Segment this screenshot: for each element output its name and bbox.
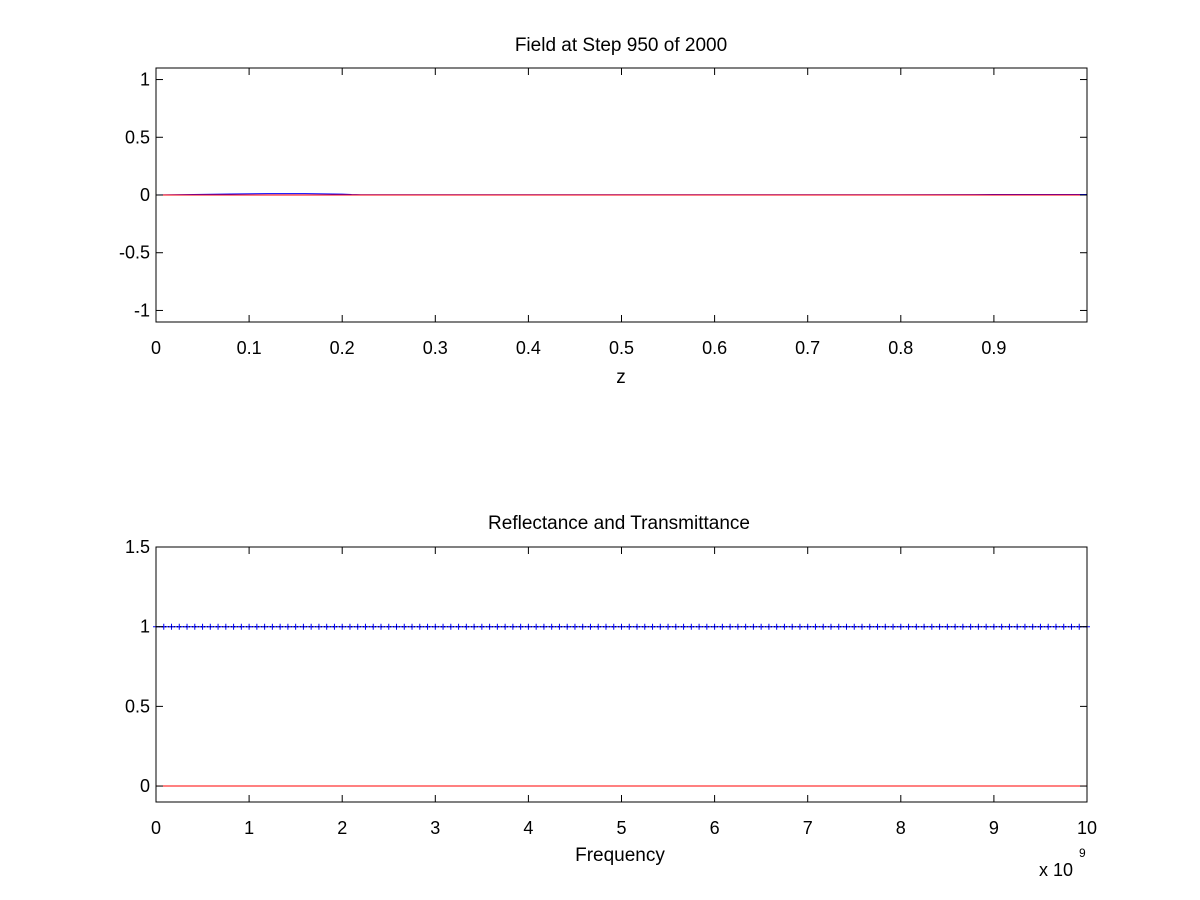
axes-box [155, 546, 1088, 803]
axis-ticks: 0 1 2 3 4 5 6 7 8 9 10 1.5 1 0.5 0 [125, 537, 1097, 838]
x-tick-label: 7 [803, 818, 813, 838]
plot-area [153, 623, 1090, 787]
y-tick-label: -1 [134, 300, 150, 320]
x-tick-label: 5 [616, 818, 626, 838]
x-axis-label: z [616, 367, 626, 388]
subplot-field: Field at Step 950 of 2000 0 0.1 0.2 0.3 0.4 0… [119, 35, 1088, 388]
x-tick-label: 0.5 [609, 338, 634, 358]
chart-title: Field at Step 950 of 2000 [515, 35, 727, 56]
subplot-reflectance: Reflectance and Transmittance 0 1 2 3 4 5 6 7 8 9… [125, 513, 1097, 880]
x-multiplier-base: x 10 [1039, 860, 1073, 880]
x-tick-label: 0.8 [888, 338, 913, 358]
x-tick-label: 0.7 [795, 338, 820, 358]
x-tick-label: 0.1 [237, 338, 262, 358]
x-tick-label: 10 [1077, 818, 1097, 838]
x-tick-label: 0 [151, 338, 161, 358]
x-tick-label: 0.2 [330, 338, 355, 358]
y-tick-label: 1.5 [125, 537, 150, 557]
x-tick-label: 6 [710, 818, 720, 838]
x-tick-label: 3 [430, 818, 440, 838]
x-axis-label: Frequency [575, 845, 665, 866]
x-tick-label: 8 [896, 818, 906, 838]
x-axis-multiplier: x 10 [1039, 860, 1073, 880]
y-tick-label: 1 [140, 617, 150, 637]
y-tick-label: 0.5 [125, 127, 150, 147]
x-multiplier-exponent: 9 [1079, 846, 1086, 860]
y-tick-label: 0.5 [125, 696, 150, 716]
x-tick-label: 2 [337, 818, 347, 838]
x-tick-label: 0.4 [516, 338, 541, 358]
y-tick-label: 0 [140, 185, 150, 205]
y-tick-label: 0 [140, 776, 150, 796]
x-tick-label: 4 [523, 818, 533, 838]
x-tick-label: 1 [244, 818, 254, 838]
y-tick-label: 1 [140, 70, 150, 90]
x-tick-label: 9 [989, 818, 999, 838]
y-tick-label: -0.5 [119, 243, 150, 263]
plot-area [155, 193, 1087, 196]
axes-box [155, 67, 1088, 323]
x-tick-label: 0 [151, 818, 161, 838]
x-tick-label: 0.9 [981, 338, 1006, 358]
axis-ticks: 0 0.1 0.2 0.3 0.4 0.5 0.6 0.7 0.8 0.9 1 0.5 0 -0.5 -1 [119, 68, 1087, 358]
chart-title: Reflectance and Transmittance [488, 513, 750, 534]
x-tick-label: 0.3 [423, 338, 448, 358]
x-tick-label: 0.6 [702, 338, 727, 358]
